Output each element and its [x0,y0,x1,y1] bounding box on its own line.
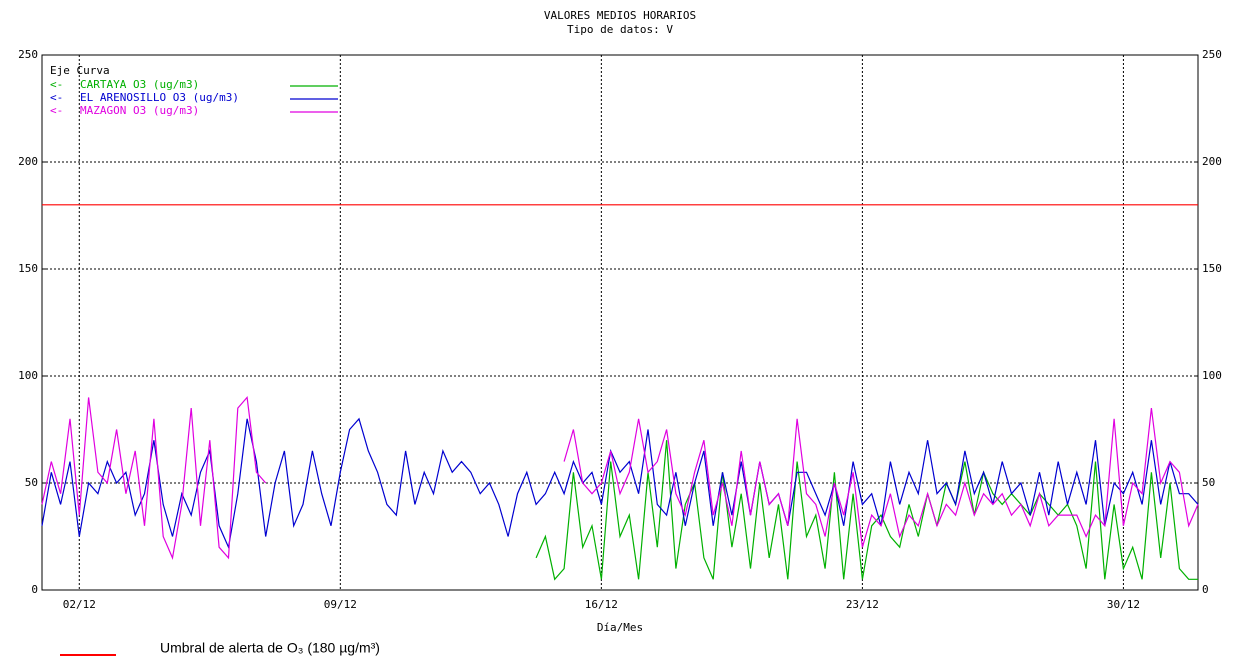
x-tick-label: 02/12 [63,598,96,611]
legend-label: CARTAYA O3 (ug/m3) [80,78,199,91]
legend-axis: <- [50,104,63,117]
x-axis-label: Día/Mes [597,621,643,634]
legend-header: Eje Curva [50,64,110,77]
threshold-legend-label: Umbral de alerta de O₃ (180 µg/m³) [160,640,380,656]
y-tick-label: 100 [18,369,38,382]
legend-label: MAZAGON O3 (ug/m3) [80,104,199,117]
y-tick-label: 200 [18,155,38,168]
x-tick-label: 16/12 [585,598,618,611]
y-tick-label: 0 [31,583,38,596]
plot-frame [41,54,1199,591]
y-tick-label: 50 [25,476,38,489]
y2-tick-label: 200 [1202,155,1222,168]
y-tick-label: 250 [18,48,38,61]
x-tick-label: 09/12 [324,598,357,611]
series-line [535,440,1198,581]
y2-tick-label: 50 [1202,476,1215,489]
chart-subtitle: Tipo de datos: V [567,23,673,36]
y2-tick-label: 100 [1202,369,1222,382]
series-line [41,395,1199,560]
y2-tick-label: 250 [1202,48,1222,61]
x-tick-label: 23/12 [846,598,879,611]
series-line [41,417,1199,550]
x-tick-label: 30/12 [1107,598,1140,611]
legend-axis: <- [50,78,63,91]
legend-axis: <- [50,91,63,104]
legend-label: EL ARENOSILLO O3 (ug/m3) [80,91,239,104]
y-tick-label: 150 [18,262,38,275]
y2-tick-label: 0 [1202,583,1209,596]
y2-tick-label: 150 [1202,262,1222,275]
chart-title: VALORES MEDIOS HORARIOS [544,9,696,22]
